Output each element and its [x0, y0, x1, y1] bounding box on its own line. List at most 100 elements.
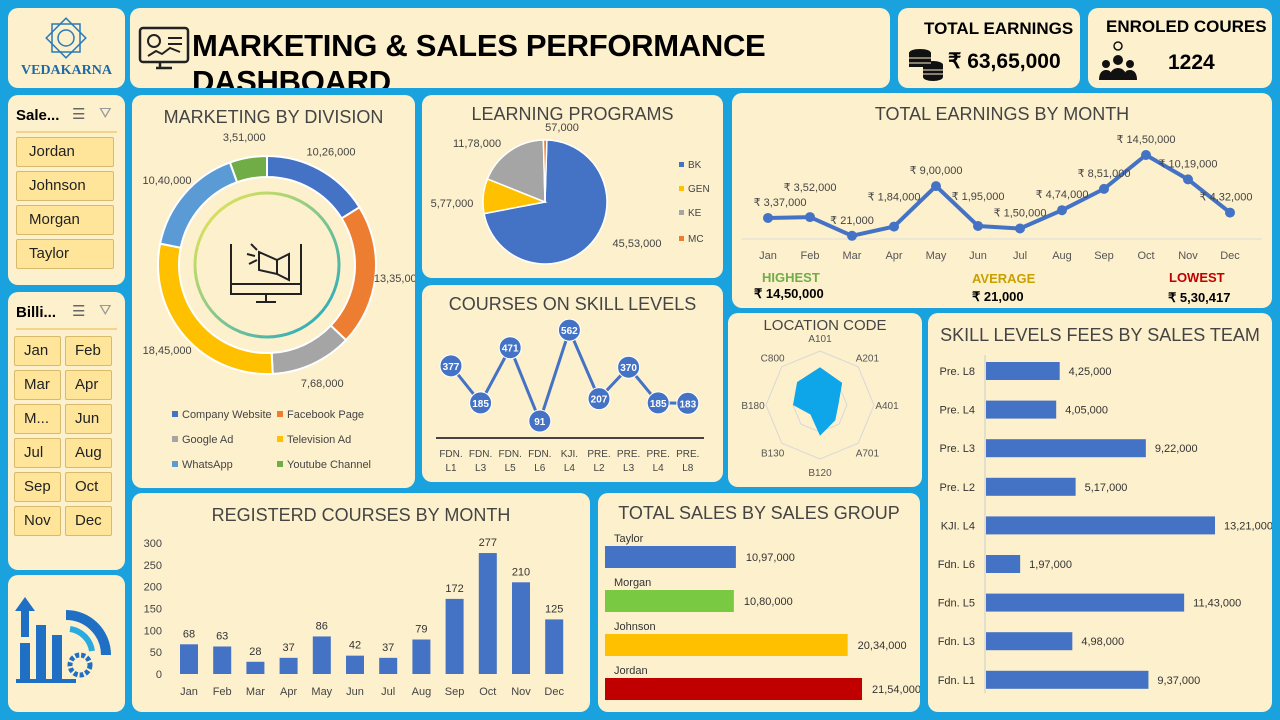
axis-label: B120 — [808, 468, 832, 479]
lowest-value: ₹ 5,30,417 — [1168, 290, 1231, 305]
x-tick-label: L1 — [445, 463, 457, 474]
data-label: 79 — [415, 624, 427, 636]
earnings-month-panel: TOTAL EARNINGS BY MONTH ₹ 3,37,000 Jan ₹ 3… — [732, 93, 1272, 308]
multi-select-icon[interactable]: ☰ — [72, 106, 86, 123]
x-tick-label: Oct — [479, 686, 496, 698]
data-point — [646, 391, 670, 415]
slicer-divider — [16, 131, 117, 133]
axis-label: A701 — [856, 448, 880, 459]
data-label: 3,51,000 — [223, 132, 266, 144]
registered-courses-bar-chart: 0 50 100 150 200 250 300 68 Jan 63 Feb 28 Mar 37 Apr 86… — [144, 537, 565, 698]
slicer-item-morgan[interactable]: Morgan — [16, 205, 114, 235]
legend-swatch — [679, 186, 684, 191]
axis-label: A201 — [856, 354, 880, 365]
x-tick-label: Sep — [1094, 250, 1114, 262]
x-tick-label: Apr — [280, 686, 297, 698]
legend-swatch — [679, 210, 684, 215]
data-point-may — [931, 181, 941, 192]
total-earnings-label: TOTAL EARNINGS — [924, 19, 1074, 38]
data-point-jul — [1015, 223, 1025, 234]
data-point — [617, 355, 641, 379]
data-point-feb — [805, 212, 815, 223]
donut-slice-google-ad — [270, 324, 348, 375]
data-label: ₹ 10,19,000 — [1159, 158, 1218, 170]
slicer-item-month[interactable]: Jul — [14, 438, 61, 468]
data-point-jan — [763, 212, 773, 223]
data-label: 13,21,000 — [1224, 520, 1272, 532]
data-label: ₹ 3,52,000 — [784, 182, 837, 194]
data-label: 4,05,000 — [1065, 405, 1108, 417]
bar — [986, 400, 1057, 419]
axis-label: B180 — [741, 401, 765, 412]
slicer-item-month[interactable]: Dec — [65, 506, 112, 536]
data-label: 9,37,000 — [1157, 675, 1200, 687]
data-point — [439, 354, 463, 378]
bar-jordan — [605, 678, 862, 700]
multi-select-icon[interactable]: ☰ — [72, 303, 86, 320]
axis-label: B130 — [761, 448, 785, 459]
slicer-item-month[interactable]: Jan — [14, 336, 61, 366]
category-label: Pre. L8 — [940, 366, 975, 378]
sales-slicer: Sale... ☰ ⛛ Jordan Johnson Morgan Taylor — [8, 95, 125, 285]
skill-courses-panel: COURSES ON SKILL LEVELS 377 FDN. L1 185 FDN.… — [422, 285, 723, 482]
slicer-item-month[interactable]: Jun — [65, 404, 112, 434]
legend-item: Television Ad — [287, 434, 351, 446]
header-panel: MARKETING & SALES PERFORMANCE DASHBOARD — [130, 8, 890, 88]
chart-title: LEARNING PROGRAMS — [471, 104, 674, 124]
data-label: ₹ 1,50,000 — [994, 208, 1047, 220]
bar — [986, 516, 1215, 535]
clear-filter-icon[interactable]: ⛛ — [99, 105, 112, 122]
bar-aug — [412, 639, 431, 674]
slicer-item-month[interactable]: Oct — [65, 472, 112, 502]
bar-oct — [478, 553, 497, 674]
x-tick-label: L8 — [682, 463, 694, 474]
axis-label: A101 — [808, 334, 832, 345]
data-point — [557, 318, 581, 342]
data-label: ₹ 3,37,000 — [754, 197, 807, 209]
slicer-item-month[interactable]: Apr — [65, 370, 112, 400]
skill-courses-line-chart: 377 FDN. L1 185 FDN. L3 471 FDN. L5 91 FDN. L6 562 KJ… — [436, 318, 704, 474]
data-label: 9,22,000 — [1155, 443, 1198, 455]
skill-fees-panel: SKILL LEVELS FEES BY SALES TEAM Pre. L8 4… — [928, 313, 1272, 712]
slicer-item-taylor[interactable]: Taylor — [16, 239, 114, 269]
clear-filter-icon[interactable]: ⛛ — [99, 302, 112, 319]
data-label: 183 — [679, 399, 696, 410]
bar-apr — [279, 657, 298, 674]
data-point-jun — [973, 220, 983, 231]
data-label: 21,54,000 — [872, 684, 920, 696]
bar — [986, 439, 1146, 458]
logo-text: VEDAKARNA — [21, 63, 112, 78]
x-tick-label: Jan — [180, 686, 198, 698]
slicer-item-month[interactable]: Aug — [65, 438, 112, 468]
slicer-item-jordan[interactable]: Jordan — [16, 137, 114, 167]
data-label: 10,80,000 — [744, 596, 793, 608]
slicer-item-month[interactable]: Sep — [14, 472, 61, 502]
slicer-item-month[interactable]: M... — [14, 404, 61, 434]
category-label: KJI. L4 — [941, 520, 975, 532]
slicer-item-month[interactable]: Feb — [65, 336, 112, 366]
x-tick-label: Nov — [1178, 250, 1198, 262]
legend-swatch — [277, 411, 283, 417]
x-tick-label: FDN. — [469, 449, 492, 460]
data-point-sep — [1099, 183, 1109, 194]
slicer-item-month[interactable]: Mar — [14, 370, 61, 400]
registered-courses-panel: REGISTERD COURSES BY MONTH 0 50 100 150 200 2… — [132, 493, 590, 712]
data-label: ₹ 1,84,000 — [868, 192, 921, 204]
data-point-dec — [1225, 207, 1235, 218]
bar — [986, 555, 1021, 573]
data-point-apr — [889, 221, 899, 232]
location-radar-chart: A101 A201 A401 A701 B120 B130 B180 C800 — [741, 334, 899, 479]
slicer-item-johnson[interactable]: Johnson — [16, 171, 114, 201]
data-label: 471 — [502, 344, 519, 355]
slicer-item-month[interactable]: Nov — [14, 506, 61, 536]
x-tick-label: Nov — [511, 686, 531, 698]
legend-item: Youtube Channel — [287, 459, 371, 471]
bar-jul — [379, 657, 398, 674]
data-label: 37 — [382, 642, 394, 654]
data-label: 210 — [512, 566, 530, 578]
total-earnings-card: TOTAL EARNINGS ₹ 63,65,000 — [898, 8, 1080, 88]
x-tick-label: May — [311, 686, 332, 698]
data-label: 185 — [472, 399, 489, 410]
legend-swatch — [172, 461, 178, 467]
x-tick-label: Aug — [412, 686, 432, 698]
